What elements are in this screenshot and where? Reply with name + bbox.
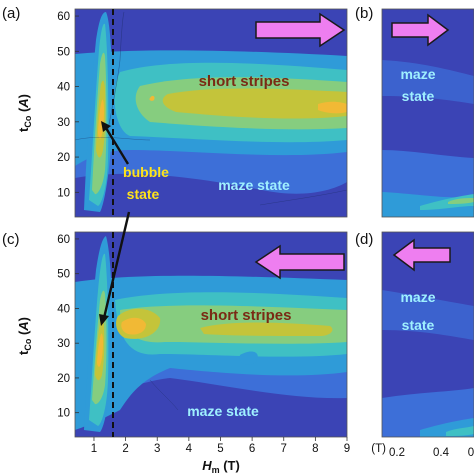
- panel-a: short stripes bubble state maze state (a…: [2, 5, 348, 218]
- panel-d-label: (d): [355, 231, 373, 248]
- panel-c-xtick-6: 7: [281, 443, 287, 455]
- panel-c-ytick-2: 30: [57, 338, 70, 350]
- panel-c-xtick-0: 1: [91, 443, 97, 455]
- panel-c: short stripes maze state (c) 10 20 30 40 50 6…: [2, 211, 386, 474]
- panel-c-xtick-2: 3: [154, 443, 160, 455]
- panel-d: (d) maze state 0.2 0.4 0: [355, 231, 474, 459]
- annotation-maze-d: maze: [400, 289, 435, 305]
- panel-c-ytick-5: 60: [57, 234, 70, 246]
- bubble-state-pointer: [104, 127, 130, 165]
- annotation-short-stripes-c: short stripes: [201, 307, 292, 324]
- panel-a-yticks: 10 20 30 40 50 60: [57, 11, 79, 199]
- panel-a-contours: [75, 11, 347, 212]
- panel-c-contours: [75, 236, 347, 432]
- panel-a-ytick-3: 40: [57, 82, 70, 94]
- panel-b-label: (b): [355, 5, 373, 22]
- panel-c-xtick-7: 8: [312, 443, 318, 455]
- panel-c-label: (c): [2, 231, 20, 248]
- panel-c-xtick-5: 6: [249, 443, 255, 455]
- panel-c-xticks: 1 2 3 4 5 6 7 8 9 (T): [91, 437, 386, 455]
- panel-d-xtick-0: 0.2: [389, 447, 405, 459]
- panel-c-xlabel: Hm (T): [202, 458, 240, 474]
- panel-a-ytick-2: 30: [57, 117, 70, 129]
- sweep-left-arrow-icon: [254, 244, 345, 280]
- panel-a-ytick-5: 60: [57, 11, 70, 23]
- panel-a-ytick-0: 10: [57, 187, 70, 199]
- panel-c-ytick-1: 20: [57, 373, 70, 385]
- panel-a-ylabel: tCo (A): [16, 94, 33, 132]
- panel-c-xtick-3: 4: [186, 443, 193, 455]
- panel-c-ytick-4: 50: [57, 269, 70, 281]
- panel-d-contours: [382, 290, 474, 437]
- annotation-maze-state-a: maze state: [218, 177, 290, 193]
- annotation-state-d: state: [402, 317, 435, 333]
- annotation-bubble-state: state: [127, 186, 160, 202]
- panel-d-frame: [381, 231, 474, 438]
- panel-a-ytick-4: 50: [57, 46, 70, 58]
- panel-a-frame: [74, 8, 348, 218]
- annotation-state-b: state: [402, 88, 435, 104]
- sweep-right-arrow-icon: [255, 12, 346, 48]
- panel-a-ytick-1: 20: [57, 152, 70, 164]
- annotation-maze-b: maze: [400, 66, 435, 82]
- panel-b-contours: [382, 60, 474, 217]
- panel-d-xtick-1: 0.4: [433, 447, 450, 459]
- panel-c-ytick-0: 10: [57, 408, 70, 420]
- panel-d-xtick-2: 0: [468, 447, 474, 459]
- bubble-state-pointer-c: [102, 211, 131, 319]
- panel-c-yticks: 10 20 30 40 50 60: [57, 234, 79, 420]
- panel-c-ytick-3: 40: [57, 303, 70, 315]
- panel-b-frame: [381, 8, 474, 218]
- panel-d-sweep-left-arrow-icon: [392, 238, 451, 272]
- panel-c-ylabel: tCo (A): [16, 317, 33, 355]
- panel-c-frame: [74, 231, 348, 438]
- panel-c-xtick-9: (T): [371, 443, 386, 455]
- annotation-bubble: bubble: [123, 164, 169, 180]
- annotation-short-stripes-a: short stripes: [199, 73, 290, 90]
- panel-b-sweep-right-arrow-icon: [391, 13, 450, 47]
- panel-c-xtick-4: 5: [217, 443, 223, 455]
- annotation-maze-state-c: maze state: [187, 403, 259, 419]
- panel-b: (b) maze state: [355, 5, 474, 218]
- panel-a-arrow: [255, 12, 346, 48]
- panel-c-xtick-1: 2: [122, 443, 128, 455]
- panel-a-label: (a): [2, 5, 20, 22]
- panel-c-xtick-8: 9: [344, 443, 350, 455]
